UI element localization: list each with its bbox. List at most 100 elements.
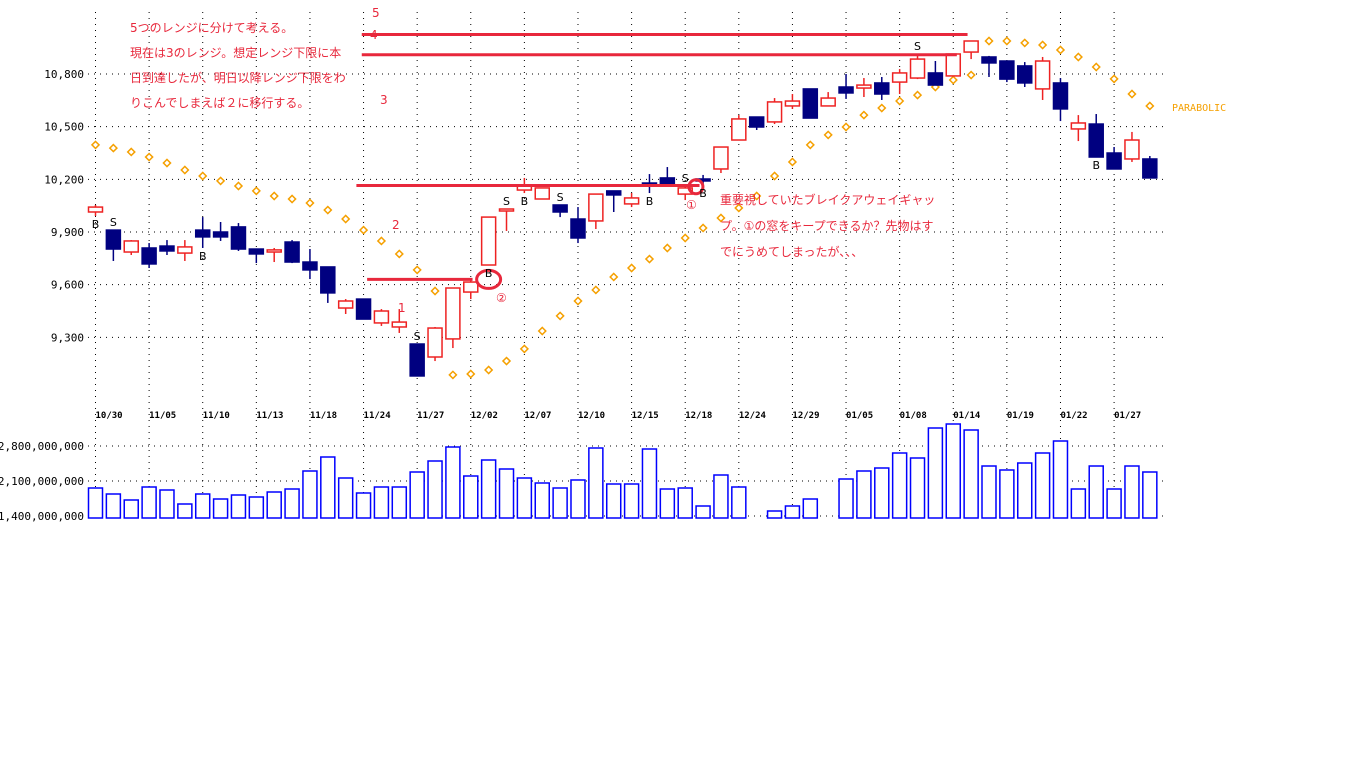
volume-bar xyxy=(927,427,944,519)
candle-up xyxy=(87,206,104,213)
parabolic-point xyxy=(1002,36,1012,46)
candle-down xyxy=(1142,158,1158,179)
date-tick-label: 11/27 xyxy=(417,411,444,421)
volume-tick-label: 1,400,000,000 xyxy=(0,510,84,523)
parabolic-point xyxy=(984,36,994,46)
range-label-1: 1 xyxy=(398,301,406,315)
volume-bar xyxy=(784,505,801,519)
parabolic-point xyxy=(305,198,315,208)
volume-bar xyxy=(713,474,729,519)
parabolic-point xyxy=(912,90,923,100)
volume-bar xyxy=(1106,488,1122,519)
candle-down xyxy=(927,72,944,86)
volume-bar xyxy=(534,482,550,519)
volume-bar xyxy=(516,477,533,519)
volume-bar xyxy=(105,493,122,519)
volume-bar xyxy=(194,493,211,519)
candle-down xyxy=(659,177,676,186)
note-line: でにうめてしまったが、、、 xyxy=(720,244,863,259)
parabolic-point xyxy=(877,103,887,113)
volume-bar xyxy=(248,496,265,519)
volume-bar xyxy=(856,470,872,519)
candle-up xyxy=(623,197,640,205)
parabolic-point xyxy=(1091,62,1101,72)
volume-bar xyxy=(588,447,604,519)
date-tick-label: 01/19 xyxy=(1007,411,1034,421)
volume-bar xyxy=(123,499,139,519)
volume-bar xyxy=(731,486,747,519)
volume-bar xyxy=(480,459,497,519)
candle-up xyxy=(1124,139,1140,160)
candle-up xyxy=(909,58,926,79)
candle-up xyxy=(588,193,604,222)
parabolic-point xyxy=(662,243,672,253)
volume-bar xyxy=(230,494,247,519)
candle-down xyxy=(1052,82,1069,110)
volume-bar xyxy=(605,483,622,519)
candle-up xyxy=(784,100,801,107)
volume-bar xyxy=(963,429,979,519)
volume-bar xyxy=(1088,465,1104,519)
parabolic-point xyxy=(609,272,619,282)
date-tick-label: 11/05 xyxy=(149,411,176,421)
candle-down xyxy=(320,266,336,294)
volume-bar xyxy=(1124,465,1140,519)
volume-bar xyxy=(391,486,408,519)
date-tick-label: 11/18 xyxy=(310,411,337,421)
date-tick-label: 12/24 xyxy=(739,411,767,421)
volume-bar xyxy=(212,498,229,519)
candle-up xyxy=(891,72,908,83)
gap-circle xyxy=(475,268,503,290)
candle-up xyxy=(713,146,729,170)
note-line: りこんでしまえば２に移行する。 xyxy=(130,96,309,110)
candle-down xyxy=(838,86,854,94)
parabolic-point xyxy=(841,122,851,132)
date-tick-label: 11/10 xyxy=(203,411,230,421)
y-tick-label: 10,800 xyxy=(44,68,84,81)
range-label-5: 5 xyxy=(372,6,380,20)
candle-down xyxy=(248,248,265,255)
volume-bar xyxy=(659,488,676,519)
parabolic-point xyxy=(144,152,154,162)
parabolic-point xyxy=(895,96,905,106)
volume-bar xyxy=(177,503,193,519)
parabolic-point xyxy=(198,171,208,181)
volume-bar xyxy=(1034,452,1051,519)
candle-up xyxy=(820,97,836,107)
candle-up xyxy=(177,246,193,254)
signal-buy: B xyxy=(521,195,529,208)
volume-bar xyxy=(641,448,658,519)
volume-bar xyxy=(284,488,300,519)
candle-down xyxy=(284,241,300,263)
candle-down xyxy=(105,229,122,250)
parabolic-point xyxy=(555,311,565,321)
volume-bar xyxy=(87,487,104,519)
volume-bar xyxy=(409,471,425,519)
volume-bar xyxy=(141,486,157,519)
volume-bar xyxy=(427,460,443,519)
candle-up xyxy=(534,187,550,200)
parabolic-point xyxy=(752,191,762,201)
note-line: 重要視していたブレイクアウェイギャッ xyxy=(720,192,935,207)
candle-up xyxy=(766,101,783,123)
y-tick-label: 9,300 xyxy=(51,331,84,344)
parabolic-point xyxy=(376,236,387,246)
volume-bar xyxy=(355,492,372,519)
note-range-explanation: 5つのレンジに分けて考える。 現在は3のレンジ。想定レンジ下限に本 日到達したが… xyxy=(130,21,346,110)
volume-bar xyxy=(373,486,390,519)
candle-down xyxy=(159,245,175,252)
candle-down xyxy=(212,231,229,238)
candle-down xyxy=(1106,152,1122,170)
parabolic-series xyxy=(90,36,1155,380)
date-tick-label: 01/05 xyxy=(846,411,873,421)
volume-bar xyxy=(891,452,908,519)
note-line: 5つのレンジに分けて考える。 xyxy=(130,21,293,35)
date-tick-label: 10/30 xyxy=(96,411,123,421)
volume-series xyxy=(87,423,1158,519)
parabolic-point xyxy=(1145,101,1155,111)
range-label-3: 3 xyxy=(380,93,388,107)
candle-up xyxy=(373,310,390,324)
candle-up xyxy=(391,321,408,328)
candle-down xyxy=(355,298,372,320)
